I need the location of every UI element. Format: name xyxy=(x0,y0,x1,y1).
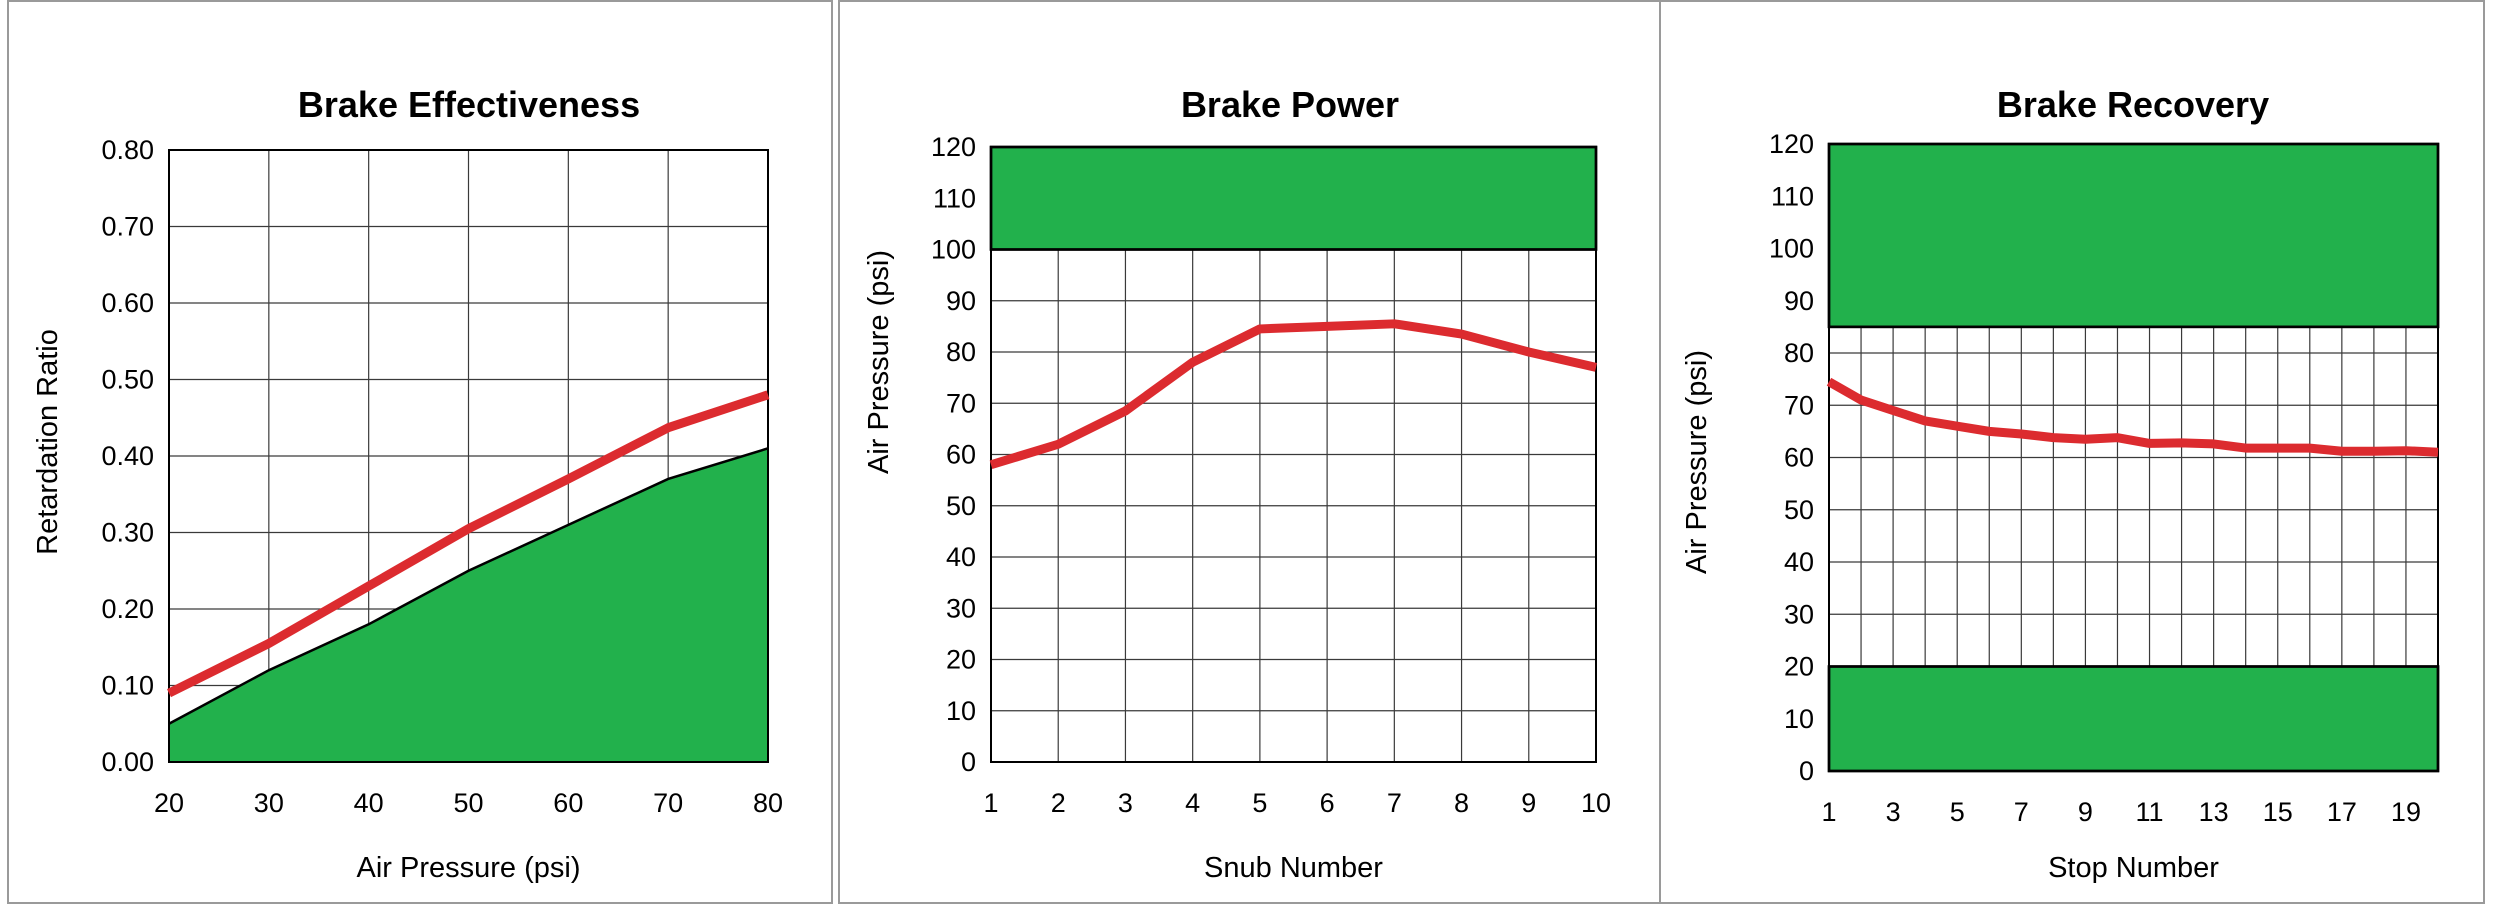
y-tick-label: 0 xyxy=(1799,756,1814,786)
chart-svg-brake-power: Brake Power01020304050607080901001101201… xyxy=(863,84,1611,884)
y-tick-label: 60 xyxy=(946,440,976,470)
y-tick-label: 0.30 xyxy=(101,518,154,548)
y-tick-label: 0.50 xyxy=(101,365,154,395)
x-tick-label: 15 xyxy=(2263,797,2293,827)
x-tick-label: 3 xyxy=(1118,788,1133,818)
x-tick-label: 13 xyxy=(2199,797,2229,827)
x-tick-label: 6 xyxy=(1320,788,1335,818)
chart-title: Brake Recovery xyxy=(1997,84,2269,125)
y-tick-label: 90 xyxy=(946,286,976,316)
chart-panel-brake-effectiveness: Brake Effectiveness 0.00 0.10 0.20 0.30 0.40 0… xyxy=(7,0,833,904)
y-tick-label: 110 xyxy=(1771,181,1814,211)
acceptable-range-band-border xyxy=(1827,142,2440,329)
y-tick-label: 80 xyxy=(946,337,976,367)
y-tick-label: 20 xyxy=(1784,652,1814,682)
x-axis-label: Air Pressure (psi) xyxy=(357,852,581,884)
x-tick-label: 60 xyxy=(553,788,583,818)
y-tick-label: 0.60 xyxy=(101,288,154,318)
minimum-requirement-area xyxy=(169,448,768,762)
y-tick-label: 50 xyxy=(1784,495,1814,525)
chart-panel-brake-recovery: Brake Recovery 0 10 20 30 40 50 60 70 80 90 100 110 1… xyxy=(1659,0,2485,904)
x-tick-label: 3 xyxy=(1886,797,1901,827)
y-axis-label: Retardation Ratio xyxy=(32,329,64,555)
x-tick-label: 17 xyxy=(2327,797,2357,827)
chart-svg-brake-effectiveness: Brake Effectiveness 0.00 0.10 0.20 0.30 0.40 0… xyxy=(32,84,783,884)
x-tick-label: 2 xyxy=(1051,788,1066,818)
y-tick-label: 0.70 xyxy=(101,212,154,242)
y-axis-label: Air Pressure (psi) xyxy=(863,250,895,474)
y-tick-label: 0.10 xyxy=(101,671,154,701)
x-tick-label: 1 xyxy=(1821,797,1836,827)
chart-panel-brake-power: Brake Power 0 10 20 30 40 50 60 70 80 90 100 110 120 1… xyxy=(838,0,1664,904)
acceptable-range-band xyxy=(989,145,1598,251)
y-tick-label: 10 xyxy=(1784,704,1814,734)
y-tick-label: 20 xyxy=(946,645,976,675)
acceptable-range-band xyxy=(1827,142,2440,329)
x-tick-label: 8 xyxy=(1454,788,1469,818)
y-tick-label: 120 xyxy=(931,132,976,162)
x-tick-label: 4 xyxy=(1185,788,1200,818)
chart-title: Brake Effectiveness xyxy=(298,84,640,125)
y-tick-label: 70 xyxy=(1784,390,1814,420)
acceptable-range-band-border xyxy=(1827,665,2440,773)
x-tick-label: 10 xyxy=(1581,788,1611,818)
chart-svg-brake-recovery: Brake Recovery 0 10 20 30 40 50 60 70 80 90 100 110 1… xyxy=(1681,84,2440,884)
y-tick-label: 70 xyxy=(946,388,976,418)
y-tick-label: 0.00 xyxy=(101,747,154,777)
y-tick-label: 0.80 xyxy=(101,135,154,165)
y-tick-label: 50 xyxy=(946,491,976,521)
y-tick-label: 80 xyxy=(1784,338,1814,368)
measured-line xyxy=(166,390,770,698)
y-tick-label: 0.40 xyxy=(101,441,154,471)
acceptable-range-band-border xyxy=(989,145,1598,251)
y-tick-label: 100 xyxy=(931,235,976,265)
x-axis-label: Stop Number xyxy=(2048,852,2219,884)
x-tick-label: 7 xyxy=(1387,788,1402,818)
acceptable-range-band xyxy=(1827,665,2440,773)
y-tick-label: 100 xyxy=(1769,234,1814,264)
y-tick-label: 120 xyxy=(1769,129,1814,159)
x-tick-label: 70 xyxy=(653,788,683,818)
y-tick-label: 30 xyxy=(946,593,976,623)
x-tick-label: 50 xyxy=(453,788,483,818)
y-tick-label: 40 xyxy=(1784,547,1814,577)
x-tick-label: 80 xyxy=(753,788,783,818)
x-tick-label: 11 xyxy=(2136,797,2164,827)
measured-line xyxy=(1826,377,2439,457)
y-tick-label: 110 xyxy=(933,183,976,213)
y-tick-label: 0.20 xyxy=(101,594,154,624)
y-tick-label: 10 xyxy=(946,696,976,726)
x-axis-label: Snub Number xyxy=(1204,852,1383,884)
x-tick-label: 5 xyxy=(1950,797,1965,827)
x-tick-label: 9 xyxy=(2078,797,2093,827)
plot-border xyxy=(168,149,769,763)
x-tick-label: 40 xyxy=(354,788,384,818)
measured-line xyxy=(989,319,1598,470)
y-tick-label: 60 xyxy=(1784,443,1814,473)
minimum-requirement-line xyxy=(168,447,769,725)
x-tick-label: 1 xyxy=(983,788,998,818)
y-tick-label: 40 xyxy=(946,542,976,572)
x-tick-label: 7 xyxy=(2014,797,2029,827)
x-tick-label: 30 xyxy=(254,788,284,818)
y-tick-label: 90 xyxy=(1784,286,1814,316)
x-tick-label: 19 xyxy=(2391,797,2421,827)
x-tick-label: 5 xyxy=(1252,788,1267,818)
chart-title: Brake Power xyxy=(1181,84,1399,125)
y-tick-label: 30 xyxy=(1784,599,1814,629)
x-tick-label: 9 xyxy=(1521,788,1536,818)
y-tick-label: 0 xyxy=(961,747,976,777)
y-axis-label: Air Pressure (psi) xyxy=(1681,350,1713,574)
x-tick-label: 20 xyxy=(154,788,184,818)
